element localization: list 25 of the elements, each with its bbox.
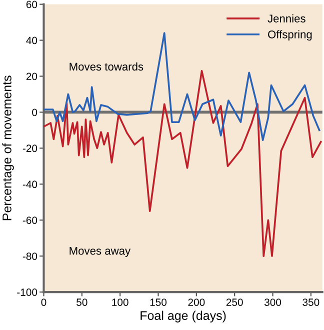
y-axis-title: Percentage of movements xyxy=(2,76,14,220)
y-tick-label: 0 xyxy=(32,108,38,116)
line-series xyxy=(44,32,320,141)
y-tick-label: -100 xyxy=(17,288,38,296)
x-tick-label: 0 xyxy=(41,298,46,306)
x-axis-title: Foal age (days) xyxy=(140,310,226,322)
x-tick-label: 250 xyxy=(226,298,243,306)
y-tick-label: -40 xyxy=(22,180,38,188)
y-tick-label: 20 xyxy=(26,72,38,80)
x-tick-label: 150 xyxy=(150,298,167,306)
x-tick-label: 50 xyxy=(76,298,88,306)
x-tick-label: 100 xyxy=(112,298,128,306)
y-tick-label: -20 xyxy=(22,144,38,152)
x-tick-label: 300 xyxy=(264,298,282,306)
line-series xyxy=(44,70,322,257)
annotation: Moves towards xyxy=(70,62,144,71)
legend-label: Offspring xyxy=(268,30,312,41)
x-tick-label: 200 xyxy=(188,298,205,306)
legend-label: Jennies xyxy=(268,14,306,22)
y-tick-label: 60 xyxy=(26,0,38,8)
y-tick-label: -80 xyxy=(22,252,38,260)
y-tick-label: -60 xyxy=(22,216,38,224)
annotation: Moves away xyxy=(70,246,131,257)
y-tick-label: 40 xyxy=(26,36,38,44)
x-tick-label: 350 xyxy=(302,298,320,306)
